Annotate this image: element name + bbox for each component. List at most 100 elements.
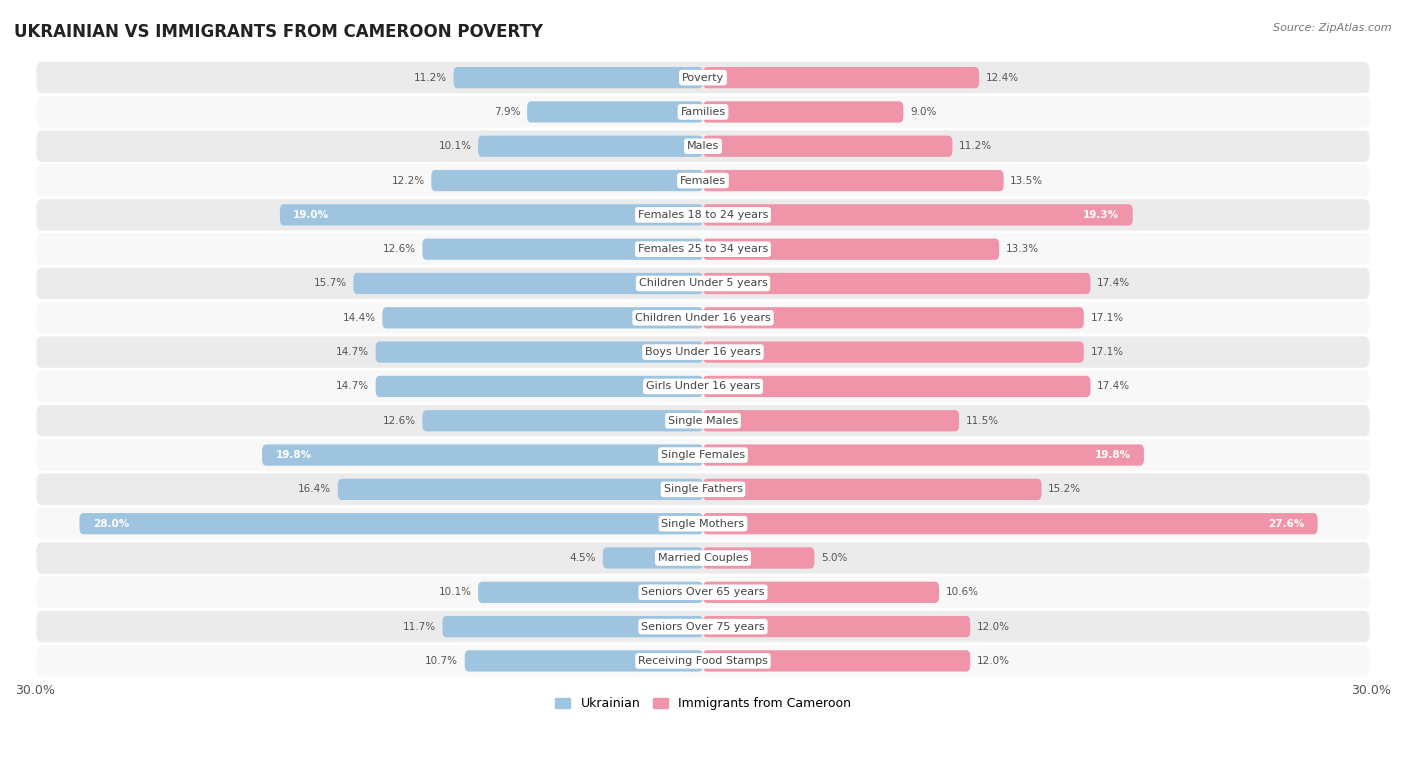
Text: Children Under 16 years: Children Under 16 years — [636, 313, 770, 323]
Text: 27.6%: 27.6% — [1268, 518, 1305, 528]
FancyBboxPatch shape — [375, 376, 703, 397]
Text: 7.9%: 7.9% — [494, 107, 520, 117]
Text: 13.3%: 13.3% — [1005, 244, 1039, 254]
FancyBboxPatch shape — [703, 239, 1000, 260]
FancyBboxPatch shape — [478, 581, 703, 603]
Text: 11.5%: 11.5% — [966, 415, 998, 426]
FancyBboxPatch shape — [703, 136, 952, 157]
Text: 19.8%: 19.8% — [276, 450, 312, 460]
FancyBboxPatch shape — [703, 444, 1144, 465]
FancyBboxPatch shape — [35, 506, 1371, 540]
FancyBboxPatch shape — [35, 335, 1371, 369]
Text: 16.4%: 16.4% — [298, 484, 330, 494]
Text: 5.0%: 5.0% — [821, 553, 848, 563]
Text: Seniors Over 65 years: Seniors Over 65 years — [641, 587, 765, 597]
FancyBboxPatch shape — [603, 547, 703, 568]
FancyBboxPatch shape — [703, 479, 1042, 500]
FancyBboxPatch shape — [527, 102, 703, 123]
FancyBboxPatch shape — [35, 609, 1371, 644]
Text: 12.0%: 12.0% — [977, 656, 1010, 666]
FancyBboxPatch shape — [703, 616, 970, 637]
Legend: Ukrainian, Immigrants from Cameroon: Ukrainian, Immigrants from Cameroon — [550, 692, 856, 715]
FancyBboxPatch shape — [35, 575, 1371, 609]
FancyBboxPatch shape — [375, 342, 703, 363]
Text: Single Mothers: Single Mothers — [661, 518, 745, 528]
Text: 12.0%: 12.0% — [977, 622, 1010, 631]
Text: 11.2%: 11.2% — [959, 141, 993, 152]
Text: Source: ZipAtlas.com: Source: ZipAtlas.com — [1274, 23, 1392, 33]
FancyBboxPatch shape — [703, 273, 1091, 294]
FancyBboxPatch shape — [465, 650, 703, 672]
FancyBboxPatch shape — [703, 67, 979, 88]
Text: 4.5%: 4.5% — [569, 553, 596, 563]
Text: 15.7%: 15.7% — [314, 278, 347, 289]
Text: 11.7%: 11.7% — [402, 622, 436, 631]
Text: 12.4%: 12.4% — [986, 73, 1019, 83]
Text: 14.7%: 14.7% — [336, 347, 368, 357]
Text: 12.2%: 12.2% — [391, 176, 425, 186]
FancyBboxPatch shape — [382, 307, 703, 328]
Text: 10.1%: 10.1% — [439, 587, 471, 597]
Text: 10.1%: 10.1% — [439, 141, 471, 152]
Text: Receiving Food Stamps: Receiving Food Stamps — [638, 656, 768, 666]
Text: 9.0%: 9.0% — [910, 107, 936, 117]
Text: Single Females: Single Females — [661, 450, 745, 460]
Text: 13.5%: 13.5% — [1011, 176, 1043, 186]
FancyBboxPatch shape — [703, 102, 904, 123]
Text: 14.7%: 14.7% — [336, 381, 368, 391]
Text: Children Under 5 years: Children Under 5 years — [638, 278, 768, 289]
FancyBboxPatch shape — [422, 410, 703, 431]
FancyBboxPatch shape — [703, 307, 1084, 328]
Text: 19.0%: 19.0% — [294, 210, 329, 220]
FancyBboxPatch shape — [422, 239, 703, 260]
FancyBboxPatch shape — [80, 513, 703, 534]
FancyBboxPatch shape — [432, 170, 703, 191]
FancyBboxPatch shape — [35, 129, 1371, 164]
Text: 19.8%: 19.8% — [1094, 450, 1130, 460]
FancyBboxPatch shape — [703, 581, 939, 603]
FancyBboxPatch shape — [443, 616, 703, 637]
Text: Seniors Over 75 years: Seniors Over 75 years — [641, 622, 765, 631]
FancyBboxPatch shape — [337, 479, 703, 500]
Text: UKRAINIAN VS IMMIGRANTS FROM CAMEROON POVERTY: UKRAINIAN VS IMMIGRANTS FROM CAMEROON PO… — [14, 23, 543, 41]
FancyBboxPatch shape — [35, 266, 1371, 301]
Text: Boys Under 16 years: Boys Under 16 years — [645, 347, 761, 357]
FancyBboxPatch shape — [35, 301, 1371, 335]
Text: 17.4%: 17.4% — [1097, 278, 1130, 289]
Text: Poverty: Poverty — [682, 73, 724, 83]
FancyBboxPatch shape — [478, 136, 703, 157]
Text: 14.4%: 14.4% — [343, 313, 375, 323]
FancyBboxPatch shape — [35, 472, 1371, 506]
FancyBboxPatch shape — [262, 444, 703, 465]
FancyBboxPatch shape — [35, 198, 1371, 232]
Text: 28.0%: 28.0% — [93, 518, 129, 528]
FancyBboxPatch shape — [35, 164, 1371, 198]
Text: 19.3%: 19.3% — [1083, 210, 1119, 220]
Text: Males: Males — [688, 141, 718, 152]
FancyBboxPatch shape — [703, 376, 1091, 397]
FancyBboxPatch shape — [703, 410, 959, 431]
Text: Females 25 to 34 years: Females 25 to 34 years — [638, 244, 768, 254]
FancyBboxPatch shape — [35, 644, 1371, 678]
FancyBboxPatch shape — [703, 170, 1004, 191]
FancyBboxPatch shape — [35, 540, 1371, 575]
Text: Females: Females — [681, 176, 725, 186]
FancyBboxPatch shape — [35, 403, 1371, 438]
Text: 17.1%: 17.1% — [1091, 347, 1123, 357]
FancyBboxPatch shape — [703, 513, 1317, 534]
Text: 10.6%: 10.6% — [946, 587, 979, 597]
FancyBboxPatch shape — [703, 547, 814, 568]
FancyBboxPatch shape — [454, 67, 703, 88]
FancyBboxPatch shape — [703, 650, 970, 672]
Text: Single Males: Single Males — [668, 415, 738, 426]
Text: Families: Families — [681, 107, 725, 117]
Text: Girls Under 16 years: Girls Under 16 years — [645, 381, 761, 391]
Text: 12.6%: 12.6% — [382, 415, 416, 426]
Text: 17.1%: 17.1% — [1091, 313, 1123, 323]
Text: 17.4%: 17.4% — [1097, 381, 1130, 391]
Text: 15.2%: 15.2% — [1047, 484, 1081, 494]
FancyBboxPatch shape — [280, 204, 703, 226]
Text: Married Couples: Married Couples — [658, 553, 748, 563]
Text: 10.7%: 10.7% — [425, 656, 458, 666]
Text: 12.6%: 12.6% — [382, 244, 416, 254]
